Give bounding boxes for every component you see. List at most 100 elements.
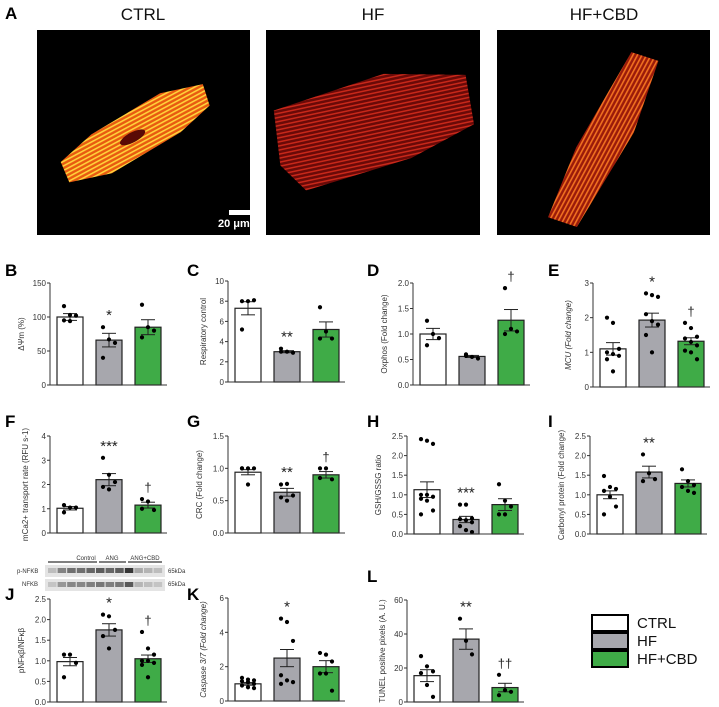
data-point	[688, 339, 694, 345]
significance-marker: †	[144, 480, 151, 495]
y-tick-label: 8	[220, 297, 225, 306]
y-tick-label: 1.0	[575, 491, 587, 500]
chart-g: G ** † 0.0 0.5 1.0 1.5 CRC (Fold change)	[187, 412, 345, 538]
data-point	[418, 492, 424, 497]
blot-band	[48, 568, 57, 573]
data-point	[646, 471, 652, 476]
y-tick-label: 3	[585, 279, 590, 288]
data-point	[139, 496, 145, 502]
data-point	[145, 646, 151, 651]
data-point	[424, 318, 430, 323]
y-tick-label: 0	[585, 383, 590, 392]
data-point	[607, 494, 613, 499]
data-point	[430, 331, 436, 337]
y-tick-label: 2	[220, 663, 225, 672]
y-tick-label: 2	[42, 481, 47, 490]
chart-d: D † 0.0 0.5 1.0 1.5 2.0 Oxphos (Fold change)	[367, 261, 530, 390]
blot-band	[86, 582, 95, 587]
panel-label-j: J	[5, 585, 14, 604]
data-point	[251, 678, 257, 683]
blot-band	[105, 582, 115, 587]
data-point	[139, 302, 145, 307]
data-point	[613, 486, 619, 492]
data-point	[73, 313, 79, 318]
data-point	[502, 688, 508, 693]
data-point	[329, 659, 335, 664]
data-point	[251, 466, 257, 471]
micrograph-hf-cbd	[497, 30, 710, 235]
data-point	[284, 619, 290, 625]
y-tick-label: 4	[220, 628, 225, 637]
data-point	[424, 343, 430, 348]
data-point	[430, 669, 436, 674]
cardiomyocyte-image-hf	[273, 73, 475, 191]
significance-marker: ††	[498, 656, 512, 671]
data-point	[508, 504, 514, 509]
data-point	[239, 679, 245, 684]
data-point	[613, 504, 619, 509]
data-point	[317, 475, 323, 481]
y-tick-label: 0.0	[398, 381, 410, 390]
data-point	[502, 331, 508, 337]
data-point	[463, 502, 469, 507]
data-point	[290, 680, 296, 685]
blot-band	[124, 568, 134, 573]
y-tick-label: 0.0	[575, 530, 587, 539]
data-point	[430, 441, 436, 446]
data-point	[508, 326, 514, 331]
legend-label: CTRL	[637, 614, 677, 632]
bar-hf-cbd	[312, 328, 340, 383]
bar-hf-cbd	[312, 474, 340, 534]
data-point	[151, 507, 157, 513]
data-point	[100, 325, 106, 330]
y-tick-label: 0.5	[575, 510, 587, 519]
data-point	[496, 482, 502, 487]
data-point	[418, 496, 424, 501]
y-tick-label: 0.5	[35, 677, 47, 686]
data-point	[284, 481, 290, 486]
title-ctrl: CTRL	[120, 5, 166, 24]
data-point	[290, 350, 296, 355]
blot-row-nfkb: NFKB	[22, 582, 38, 588]
data-point	[100, 612, 106, 617]
legend-entry-ctrl: CTRL	[591, 614, 697, 632]
y-tick-label: 0	[399, 698, 404, 707]
data-point	[430, 694, 436, 700]
y-axis-label: Carbonyl protein (Fold change)	[557, 430, 566, 541]
data-point	[61, 510, 67, 515]
data-point	[139, 658, 145, 663]
bar-hf-cbd	[677, 340, 705, 388]
y-tick-label: 2.0	[398, 279, 410, 288]
chart-k: K * 0 2 4 6 Caspase 3/7 (Fold change)	[187, 585, 345, 706]
data-point	[329, 336, 335, 341]
y-tick-label: 20	[394, 664, 403, 673]
significance-marker: *	[106, 595, 112, 612]
data-point	[290, 493, 296, 498]
data-point	[61, 675, 67, 680]
blot-group-ang-cbd: ANG+CBD	[130, 556, 160, 562]
data-point	[475, 356, 481, 361]
data-point	[67, 505, 73, 510]
blot-band	[115, 582, 124, 587]
chart-l: L ** †† 0 20 40 60 TUNEL positive pixels (A. U.…	[367, 567, 524, 707]
data-point	[601, 512, 607, 517]
data-point	[424, 492, 430, 497]
significance-marker: *	[649, 273, 655, 290]
y-tick-label: 1.0	[392, 491, 404, 500]
data-point	[245, 482, 251, 487]
cardiomyocyte-image-ctrl	[60, 84, 210, 183]
data-point	[418, 654, 424, 659]
significance-marker: †	[144, 613, 151, 628]
data-point	[329, 477, 335, 482]
panel-label-c: C	[187, 261, 199, 280]
legend-label: HF+CBD	[637, 650, 698, 668]
y-axis-label: mCa2+ transport rate (RFU s-1)	[21, 428, 30, 541]
data-point	[100, 355, 106, 360]
data-point	[688, 350, 694, 355]
data-point	[502, 512, 508, 517]
data-point	[73, 660, 79, 665]
data-point	[469, 354, 475, 360]
data-point	[679, 484, 685, 490]
y-tick-label: 0	[42, 381, 47, 390]
data-point	[643, 291, 649, 296]
